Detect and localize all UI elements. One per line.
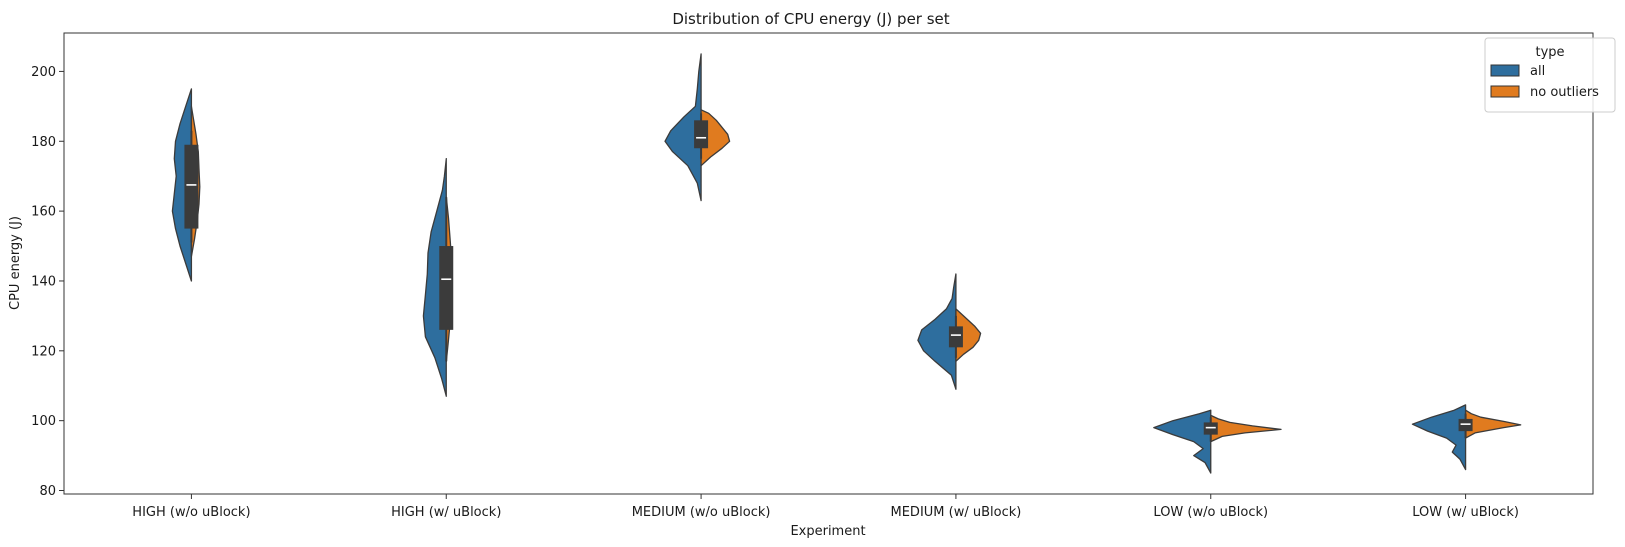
violin-all-medium-w-o-ublock <box>664 53 702 202</box>
legend-label-no-outliers: no outliers <box>1530 85 1599 100</box>
y-tick-label: 140 <box>31 274 56 289</box>
violin-no-outliers-medium-w-ublock <box>955 308 982 362</box>
x-tick-label: HIGH (w/o uBlock) <box>132 505 250 520</box>
violin-all-low-w-ublock <box>1411 404 1467 471</box>
y-axis-title: CPU energy (J) <box>8 216 23 310</box>
y-tick-label: 160 <box>31 205 56 220</box>
violin-no-outliers-low-w-ublock <box>1464 409 1522 439</box>
y-tick-label: 100 <box>31 414 56 429</box>
legend-swatch-no-outliers <box>1490 85 1520 98</box>
y-tick-label: 200 <box>31 65 56 80</box>
violin-all-low-w-o-ublock <box>1153 409 1212 474</box>
legend[interactable]: type all no outliers <box>1484 37 1616 113</box>
x-tick-label: LOW (w/ uBlock) <box>1412 505 1519 520</box>
x-tick-label: LOW (w/o uBlock) <box>1153 505 1268 520</box>
iqr-box-high-w-o-ublock <box>184 144 199 229</box>
x-tick-label: HIGH (w/ uBlock) <box>391 505 501 520</box>
y-tick-label: 80 <box>39 484 56 499</box>
chart-title: Distribution of CPU energy (J) per set <box>672 10 949 28</box>
y-axis: 80 100 120 140 160 180 200 <box>31 65 64 499</box>
violin-no-outliers-medium-w-o-ublock <box>700 109 731 167</box>
legend-swatch-all <box>1490 64 1520 77</box>
legend-title: type <box>1535 45 1564 60</box>
iqr-box-low-w-o-ublock <box>1203 422 1218 435</box>
x-axis: HIGH (w/o uBlock) HIGH (w/ uBlock) MEDIUM … <box>132 494 1519 520</box>
plot-frame <box>63 32 1594 495</box>
x-axis-title: Experiment <box>790 524 865 539</box>
iqr-box-medium-w-ublock <box>948 326 963 348</box>
violin-all-medium-w-ublock <box>917 273 957 390</box>
violin-all-high-w-o-ublock <box>171 88 193 282</box>
violin-all-high-w-ublock <box>422 158 447 397</box>
x-tick-label: MEDIUM (w/o uBlock) <box>632 505 771 520</box>
y-tick-label: 120 <box>31 344 56 359</box>
iqr-box-medium-w-o-ublock <box>694 120 709 149</box>
iqr-box-low-w-ublock <box>1458 418 1473 432</box>
legend-label-all: all <box>1530 64 1545 79</box>
plot-area <box>171 53 1522 474</box>
y-tick-label: 180 <box>31 135 56 150</box>
violin-no-outliers-low-w-o-ublock <box>1210 414 1282 443</box>
x-tick-label: MEDIUM (w/ uBlock) <box>891 505 1022 520</box>
iqr-box-high-w-ublock <box>439 246 454 330</box>
